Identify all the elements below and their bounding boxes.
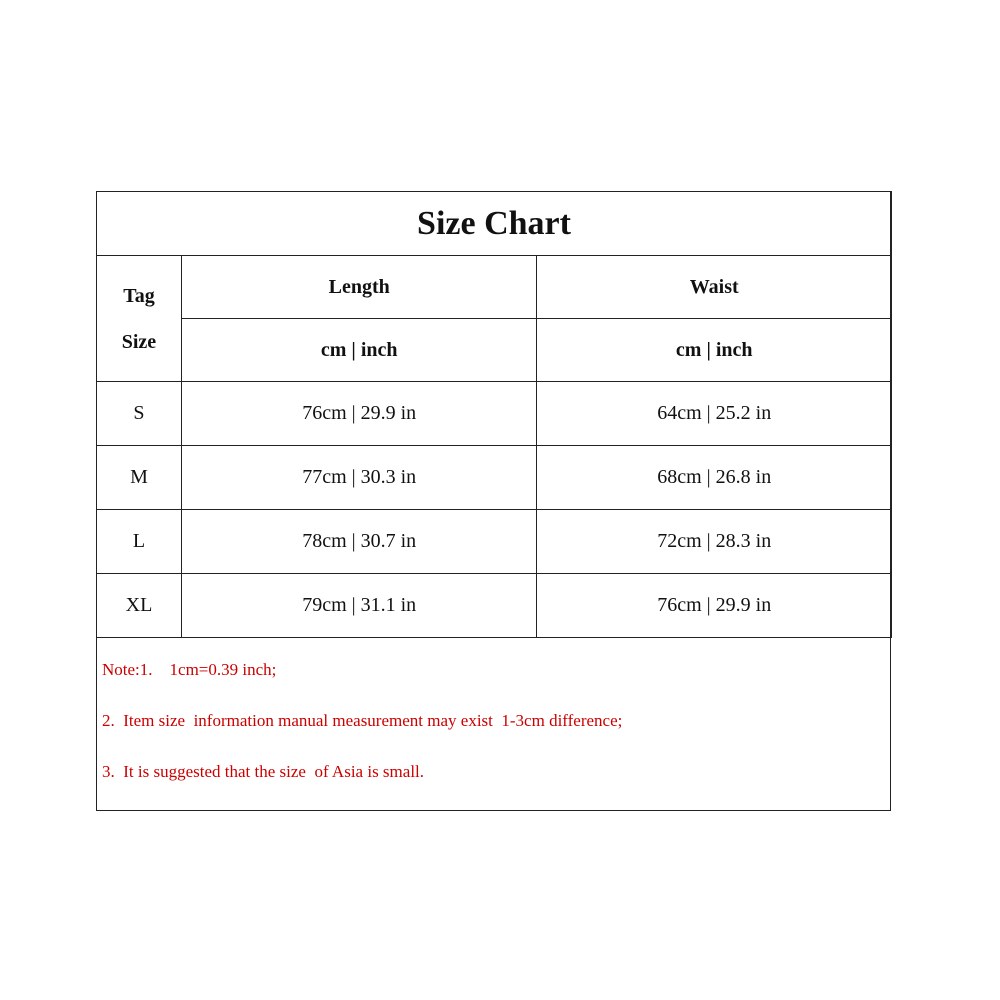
waist-unit-header: cm | inch xyxy=(536,318,892,382)
size-cell: XL xyxy=(96,573,182,638)
table-row: L 78cm | 30.7 in 72cm | 28.3 in xyxy=(96,509,892,574)
length-header: Length xyxy=(180,255,538,319)
length-cell: 76cm | 29.9 in xyxy=(180,381,538,446)
tag-label: Tag xyxy=(123,284,155,307)
length-cell: 77cm | 30.3 in xyxy=(180,445,538,510)
size-cell: L xyxy=(96,509,182,574)
length-cell: 78cm | 30.7 in xyxy=(180,509,538,574)
table-row: XL 79cm | 31.1 in 76cm | 29.9 in xyxy=(96,573,892,638)
note-3: 3. It is suggested that the size of Asia… xyxy=(102,762,425,781)
length-cell: 79cm | 31.1 in xyxy=(180,573,538,638)
size-chart-table: Size Chart Tag Size Length Waist cm | in… xyxy=(96,191,892,638)
note-2: 2. Item size information manual measurem… xyxy=(102,711,623,730)
note-1: Note:1. 1cm=0.39 inch; xyxy=(102,660,277,679)
waist-cell: 76cm | 29.9 in xyxy=(536,573,892,638)
size-label: Size xyxy=(121,330,157,353)
table-row: S 76cm | 29.9 in 64cm | 25.2 in xyxy=(96,381,892,446)
waist-header: Waist xyxy=(536,255,892,319)
size-cell: S xyxy=(96,381,182,446)
waist-cell: 68cm | 26.8 in xyxy=(536,445,892,510)
chart-title: Size Chart xyxy=(96,191,892,256)
waist-cell: 72cm | 28.3 in xyxy=(536,509,892,574)
table-row: M 77cm | 30.3 in 68cm | 26.8 in xyxy=(96,445,892,510)
waist-cell: 64cm | 25.2 in xyxy=(536,381,892,446)
notes: Note:1. 1cm=0.39 inch; 2. Item size info… xyxy=(102,660,622,813)
length-unit-header: cm | inch xyxy=(180,318,538,382)
tag-size-header: Tag Size xyxy=(96,255,182,382)
size-cell: M xyxy=(96,445,182,510)
